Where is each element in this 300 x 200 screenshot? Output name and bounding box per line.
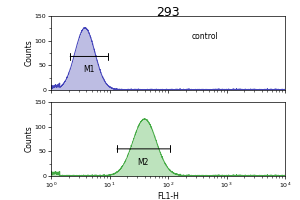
Y-axis label: Counts: Counts [24,40,33,66]
Text: M2: M2 [138,158,149,167]
Y-axis label: Counts: Counts [24,126,33,152]
Text: control: control [191,32,218,41]
Text: 293: 293 [156,6,180,19]
Text: M1: M1 [83,65,95,74]
X-axis label: FL1-H: FL1-H [157,192,179,200]
